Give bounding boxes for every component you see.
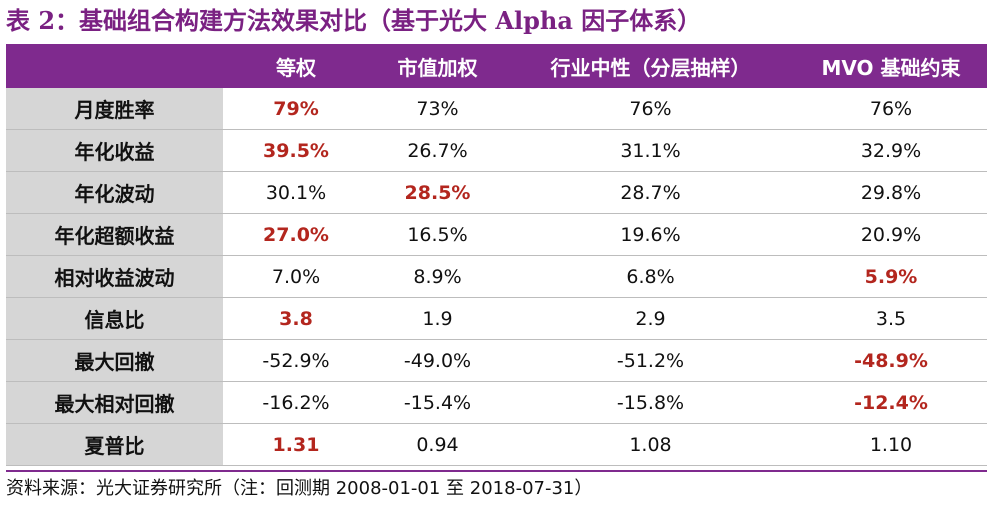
table-cell: -49.0% [403, 349, 472, 372]
row-label: 月度胜率 [6, 88, 223, 129]
table-cell: 73% [416, 97, 459, 120]
table-cell: 6.8% [626, 265, 675, 288]
table-cell: 1.31 [272, 433, 320, 456]
table-cell: 8.9% [413, 265, 462, 288]
table-row: 最大相对回撤 -16.2% -15.4% -15.8% -12.4% [6, 382, 987, 424]
table-cell: 20.9% [860, 223, 922, 246]
row-label: 最大回撤 [6, 340, 223, 381]
table-cell: 3.8 [279, 307, 313, 330]
table-cell: 3.5 [875, 307, 907, 330]
table-row: 月度胜率 79% 73% 76% 76% [6, 88, 987, 130]
table-cell: 76% [629, 97, 672, 120]
row-label: 年化收益 [6, 130, 223, 171]
table-cell: 27.0% [263, 223, 329, 246]
row-label: 相对收益波动 [6, 256, 223, 297]
table-cell: 28.5% [404, 181, 471, 204]
table-cell: 1.08 [629, 433, 672, 456]
table-cell: 2.9 [635, 307, 666, 330]
header-cell-equal-weight: 等权 [276, 55, 316, 80]
row-label: 最大相对回撤 [6, 382, 223, 423]
row-label: 夏普比 [6, 424, 223, 465]
table-row: 最大回撤 -52.9% -49.0% -51.2% -48.9% [6, 340, 987, 382]
table-cell: 16.5% [407, 223, 468, 246]
comparison-table: 等权 市值加权 行业中性（分层抽样） MVO 基础约束 月度胜率 79% 73%… [6, 44, 987, 466]
table-row: 年化波动 30.1% 28.5% 28.7% 29.8% [6, 172, 987, 214]
table-cell: 76% [869, 97, 913, 120]
table-cell: 1.9 [422, 307, 453, 330]
row-label: 年化超额收益 [6, 214, 223, 255]
table-header-row: 等权 市值加权 行业中性（分层抽样） MVO 基础约束 [6, 44, 987, 88]
table-cell: 5.9% [864, 265, 918, 288]
header-cell-industry-neutral: 行业中性（分层抽样） [550, 55, 751, 80]
table-cell: -52.9% [262, 349, 330, 372]
table-row: 年化超额收益 27.0% 16.5% 19.6% 20.9% [6, 214, 987, 256]
table-cell: -51.2% [616, 349, 685, 372]
row-label: 年化波动 [6, 172, 223, 213]
table-row: 夏普比 1.31 0.94 1.08 1.10 [6, 424, 987, 466]
table-cell: -48.9% [854, 349, 928, 372]
table-cell: -15.8% [616, 391, 685, 414]
header-cell-mvo: MVO 基础约束 [821, 55, 961, 80]
table-cell: -16.2% [262, 391, 330, 414]
table-cell: 30.1% [265, 181, 327, 204]
table-cell: 79% [273, 97, 319, 120]
table-cell: 29.8% [860, 181, 922, 204]
table-cell: -12.4% [854, 391, 928, 414]
table-cell: 19.6% [620, 223, 681, 246]
table-cell: 7.0% [271, 265, 321, 288]
table-cell: 31.1% [620, 139, 681, 162]
table-cell: 32.9% [860, 139, 922, 162]
header-cell-blank [6, 44, 223, 88]
table-title: 表 2：基础组合构建方法效果对比（基于光大 Alpha 因子体系） [6, 6, 702, 35]
table-row: 年化收益 39.5% 26.7% 31.1% 32.9% [6, 130, 987, 172]
row-label: 信息比 [6, 298, 223, 339]
table-cell: 39.5% [263, 139, 329, 162]
table-cell: 0.94 [416, 433, 459, 456]
table-cell: 28.7% [620, 181, 681, 204]
table-row: 相对收益波动 7.0% 8.9% 6.8% 5.9% [6, 256, 987, 298]
header-cell-cap-weight: 市值加权 [397, 55, 478, 80]
table-cell: 26.7% [407, 139, 468, 162]
table-row: 信息比 3.8 1.9 2.9 3.5 [6, 298, 987, 340]
table-cell: 1.10 [869, 433, 913, 456]
table-cell: -15.4% [403, 391, 472, 414]
source-note: 资料来源：光大证券研究所（注：回测期 2008-01-01 至 2018-07-… [6, 470, 987, 506]
